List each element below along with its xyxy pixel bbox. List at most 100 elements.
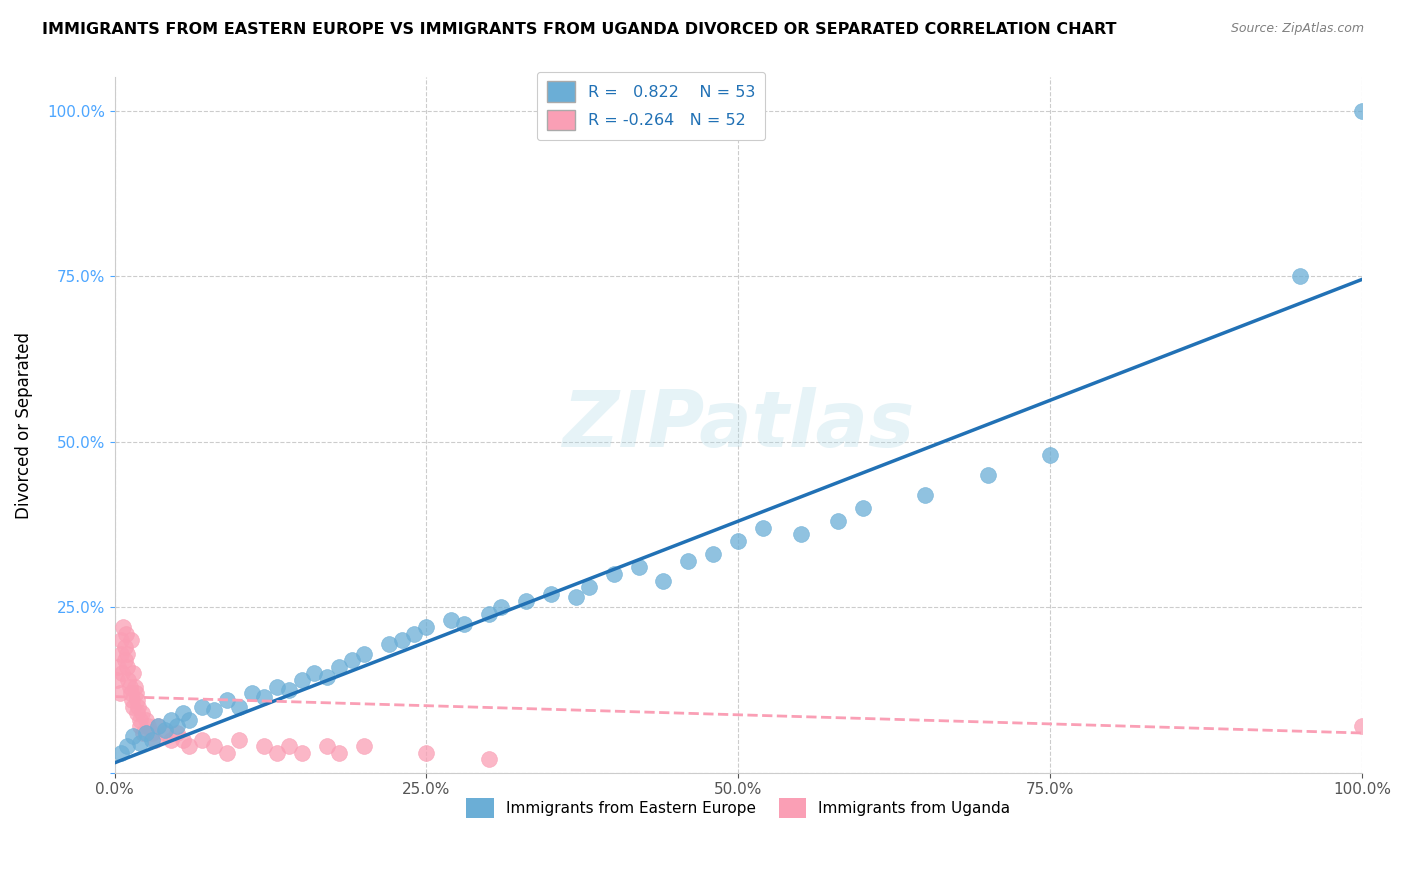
Point [852,500,875,515]
Point [1288,269,1310,284]
Point [328,746,350,760]
Point [111,666,134,681]
Point [143,732,166,747]
Point [179,739,201,754]
Point [110,746,132,760]
Point [122,666,145,681]
Text: Source: ZipAtlas.com: Source: ZipAtlas.com [1230,22,1364,36]
Point [202,703,225,717]
Point [120,633,142,648]
Point [115,660,138,674]
Point [540,587,562,601]
Point [179,713,201,727]
Point [114,653,136,667]
Point [125,686,148,700]
Point [291,746,314,760]
Point [266,680,288,694]
Point [153,726,176,740]
Point [752,521,775,535]
Point [125,706,148,720]
Point [159,713,181,727]
Point [122,729,145,743]
Point [110,647,132,661]
Legend: Immigrants from Eastern Europe, Immigrants from Uganda: Immigrants from Eastern Europe, Immigran… [460,792,1017,824]
Point [391,633,413,648]
Point [125,693,148,707]
Point [578,580,600,594]
Point [827,514,849,528]
Point [115,739,138,754]
Point [353,739,375,754]
Point [652,574,675,588]
Point [402,626,425,640]
Point [914,488,936,502]
Point [702,547,724,561]
Point [415,620,437,634]
Point [315,739,337,754]
Point [291,673,314,687]
Point [112,620,135,634]
Point [124,680,146,694]
Point [107,660,129,674]
Point [491,600,513,615]
Point [136,719,159,733]
Point [565,591,588,605]
Point [253,739,276,754]
Point [153,723,176,737]
Point [148,719,170,733]
Point [340,653,363,667]
Point [121,693,143,707]
Point [141,726,163,740]
Point [478,752,501,766]
Point [128,713,150,727]
Point [440,614,463,628]
Point [191,732,214,747]
Point [228,732,250,747]
Point [315,670,337,684]
Point [1351,103,1374,118]
Point [191,699,214,714]
Point [120,686,142,700]
Text: ZIPatlas: ZIPatlas [562,387,914,463]
Point [278,683,301,698]
Point [453,616,475,631]
Point [131,706,153,720]
Point [378,637,401,651]
Point [135,726,157,740]
Point [328,660,350,674]
Point [141,732,163,747]
Point [115,626,138,640]
Point [478,607,501,621]
Point [110,633,132,648]
Point [627,560,650,574]
Point [128,719,150,733]
Point [266,746,288,760]
Point [727,533,749,548]
Point [128,736,150,750]
Point [515,593,537,607]
Point [1039,448,1062,462]
Point [172,732,194,747]
Point [602,567,624,582]
Point [789,527,811,541]
Point [166,719,188,733]
Point [302,666,325,681]
Point [202,739,225,754]
Point [215,746,238,760]
Point [1351,719,1374,733]
Point [117,673,139,687]
Text: IMMIGRANTS FROM EASTERN EUROPE VS IMMIGRANTS FROM UGANDA DIVORCED OR SEPARATED C: IMMIGRANTS FROM EASTERN EUROPE VS IMMIGR… [42,22,1116,37]
Point [159,732,181,747]
Point [278,739,301,754]
Point [135,713,157,727]
Point [415,746,437,760]
Point [127,699,149,714]
Point [132,726,155,740]
Point [108,686,131,700]
Point [253,690,276,704]
Point [148,719,170,733]
Point [122,699,145,714]
Point [114,640,136,654]
Point [353,647,375,661]
Point [240,686,263,700]
